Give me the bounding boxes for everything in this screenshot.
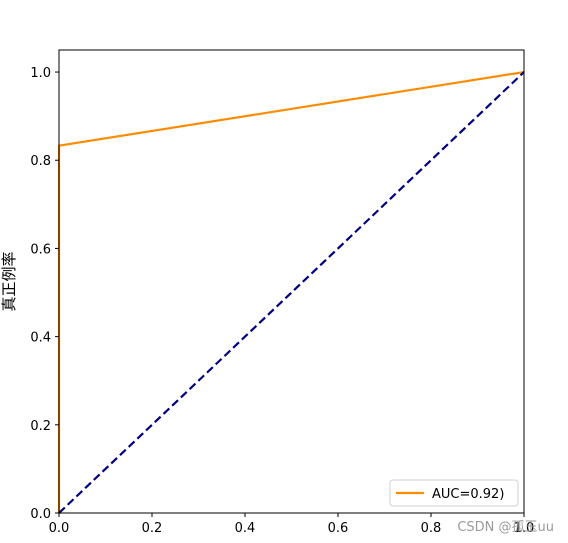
x-tick-label: 0.0 [49,521,70,536]
y-tick-label: 0.0 [30,507,51,522]
y-tick-label: 1.0 [30,66,51,81]
legend-label: AUC=0.92) [432,487,504,502]
x-tick-label: 0.6 [328,521,349,536]
watermark: CSDN @孤玉uu [457,520,554,535]
y-tick-label: 0.4 [30,331,51,346]
x-tick-label: 0.8 [421,521,442,536]
x-tick-label: 1.0 [514,521,535,536]
y-axis-label: 真正例率 [0,251,18,311]
plot-frame [58,49,525,514]
x-tick-label: 0.4 [235,521,256,536]
y-tick-label: 0.6 [30,242,51,257]
y-tick-label: 0.2 [30,419,51,434]
y-tick-label: 0.8 [30,154,51,169]
x-tick-label: 0.2 [142,521,163,536]
chance-diagonal-line [58,71,525,514]
legend-box [389,479,519,507]
